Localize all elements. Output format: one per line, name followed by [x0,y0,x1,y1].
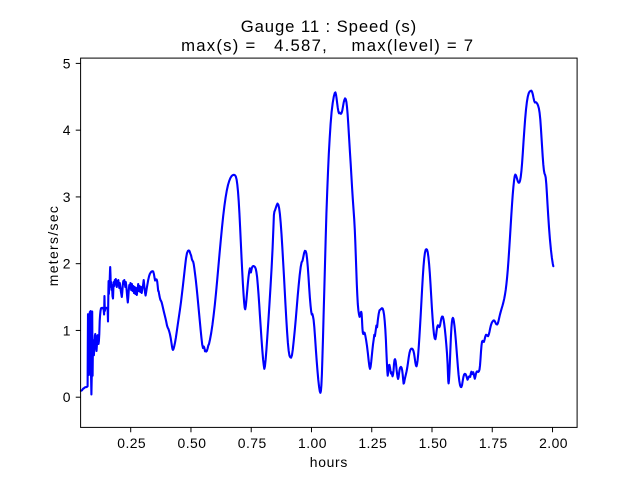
svg-text:1: 1 [63,322,71,338]
svg-text:1.00: 1.00 [298,435,327,451]
svg-text:1.75: 1.75 [479,435,508,451]
svg-text:4: 4 [63,122,71,138]
svg-text:0.75: 0.75 [238,435,267,451]
svg-text:5: 5 [63,55,71,71]
svg-text:hours: hours [310,454,348,470]
svg-text:0.50: 0.50 [178,435,207,451]
svg-text:meters/sec: meters/sec [45,205,61,286]
svg-text:max(s) = 4.587, max(level: max(s) = 4.587, max(level) = 7 [181,36,474,55]
svg-text:0: 0 [63,389,71,405]
svg-text:0.25: 0.25 [117,435,146,451]
svg-text:1.50: 1.50 [419,435,448,451]
svg-text:Gauge 11 : Speed (s): Gauge 11 : Speed (s) [241,17,417,36]
svg-text:2: 2 [63,256,71,272]
svg-text:3: 3 [63,189,71,205]
svg-text:1.25: 1.25 [358,435,387,451]
svg-text:2.00: 2.00 [539,435,568,451]
